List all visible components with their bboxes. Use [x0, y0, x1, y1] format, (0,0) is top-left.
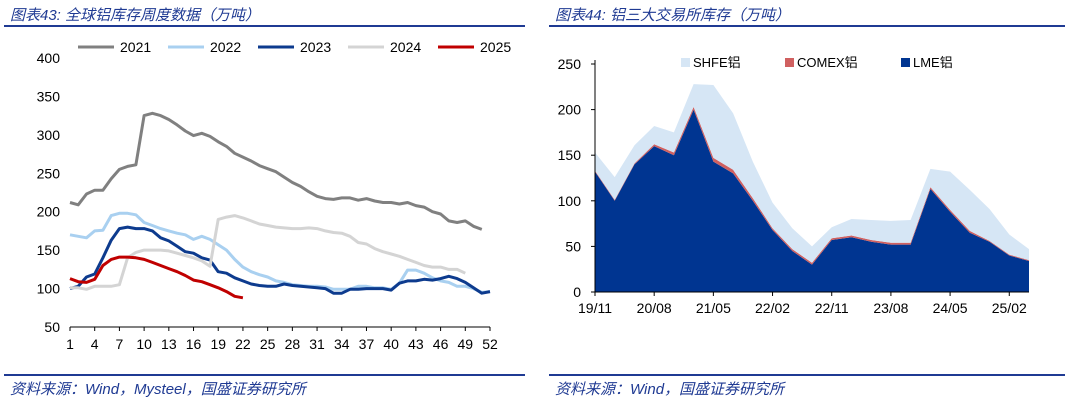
x-tick-label: 20/08 [637, 300, 672, 316]
x-tick-label: 1 [66, 336, 74, 352]
y-tick-label: 0 [573, 284, 581, 300]
y-tick-label: 200 [37, 204, 61, 220]
x-tick-label: 25/02 [992, 300, 1027, 316]
x-tick-label: 31 [309, 336, 325, 352]
chart-panel-right: 图表44: 铝三大交易所库存（万吨） 0 50 100 150 200 250 19/11 2… [545, 0, 1065, 401]
legend-swatch-lme [901, 58, 910, 67]
legend-label-2021: 2021 [120, 39, 151, 55]
x-tick-label: 52 [482, 336, 498, 352]
x-tick-label: 46 [433, 336, 449, 352]
y-tick-label: 150 [558, 147, 582, 163]
legend-label-2024: 2024 [390, 39, 421, 55]
source-rule-left [4, 374, 525, 376]
chart-title-left: 图表43: 全球铝库存周度数据（万吨） [10, 7, 261, 24]
chart-panel-left: 图表43: 全球铝库存周度数据（万吨） 50 100 150 200 250 300 350… [0, 0, 525, 401]
series-line-2022 [69, 211, 491, 294]
x-tick-label: 24/05 [933, 300, 968, 316]
line-chart-aluminum-weekly: 50 100 150 200 250 300 350 400 1 4 7 10 13 16 19 22 25 28… [37, 39, 512, 352]
legend-swatch-shfe [681, 58, 690, 67]
legend-label-2025: 2025 [480, 39, 511, 55]
legend-label-lme: LME铝 [913, 55, 953, 70]
y-tick-label: 400 [37, 50, 61, 66]
legend-label-2022: 2022 [210, 39, 241, 55]
legend-label-comex: COMEX铝 [797, 55, 858, 70]
x-tick-label: 28 [285, 336, 301, 352]
series-line-2023 [69, 225, 491, 295]
x-tick-label: 34 [334, 336, 350, 352]
x-tick-label: 37 [359, 336, 375, 352]
x-tick-label: 7 [116, 336, 124, 352]
y-tick-label: 150 [37, 242, 61, 258]
y-tick-label: 300 [37, 127, 61, 143]
x-tick-label: 23/08 [873, 300, 908, 316]
chart-title-right: 图表44: 铝三大交易所库存（万吨） [555, 7, 791, 24]
title-rule-left [4, 25, 525, 27]
legend-swatch-comex [785, 58, 794, 67]
legend-label-2023: 2023 [300, 39, 331, 55]
series-line-2024 [70, 214, 466, 291]
area-shfe [595, 84, 1029, 263]
x-tick-label: 10 [136, 336, 152, 352]
x-tick-label: 40 [383, 336, 399, 352]
y-tick-label: 100 [558, 193, 582, 209]
x-tick-label: 25 [260, 336, 276, 352]
x-tick-label: 19/11 [578, 300, 612, 316]
source-note-left: 资料来源：Wind，Mysteel，国盛证券研究所 [10, 381, 306, 398]
y-tick-label: 50 [565, 238, 581, 254]
x-tick-label: 43 [408, 336, 424, 352]
y-tick-label: 50 [44, 319, 60, 335]
source-note-right: 资料来源：Wind，国盛证券研究所 [555, 381, 785, 398]
x-tick-label: 4 [91, 336, 99, 352]
y-tick-label: 250 [37, 165, 61, 181]
x-tick-label: 22/02 [755, 300, 790, 316]
x-tick-label: 16 [186, 336, 202, 352]
area-chart-exchange-inventory: 0 50 100 150 200 250 19/11 20/08 21/05 22/02 22/11… [558, 55, 1029, 316]
y-tick-label: 350 [37, 88, 61, 104]
x-tick-label: 22 [235, 336, 251, 352]
y-tick-label: 250 [558, 56, 582, 72]
source-rule-right [549, 374, 1065, 376]
y-tick-label: 100 [37, 281, 61, 297]
x-tick-label: 13 [161, 336, 177, 352]
x-tick-label: 19 [210, 336, 226, 352]
series-line-2025 [69, 255, 244, 300]
x-tick-label: 22/11 [815, 300, 849, 316]
y-tick-label: 200 [558, 102, 582, 118]
legend-label-shfe: SHFE铝 [693, 55, 741, 70]
series-line-2021 [69, 111, 483, 231]
x-tick-label: 49 [458, 336, 474, 352]
title-rule-right [549, 25, 1065, 27]
x-tick-label: 21/05 [696, 300, 731, 316]
area-lme [595, 109, 1029, 292]
